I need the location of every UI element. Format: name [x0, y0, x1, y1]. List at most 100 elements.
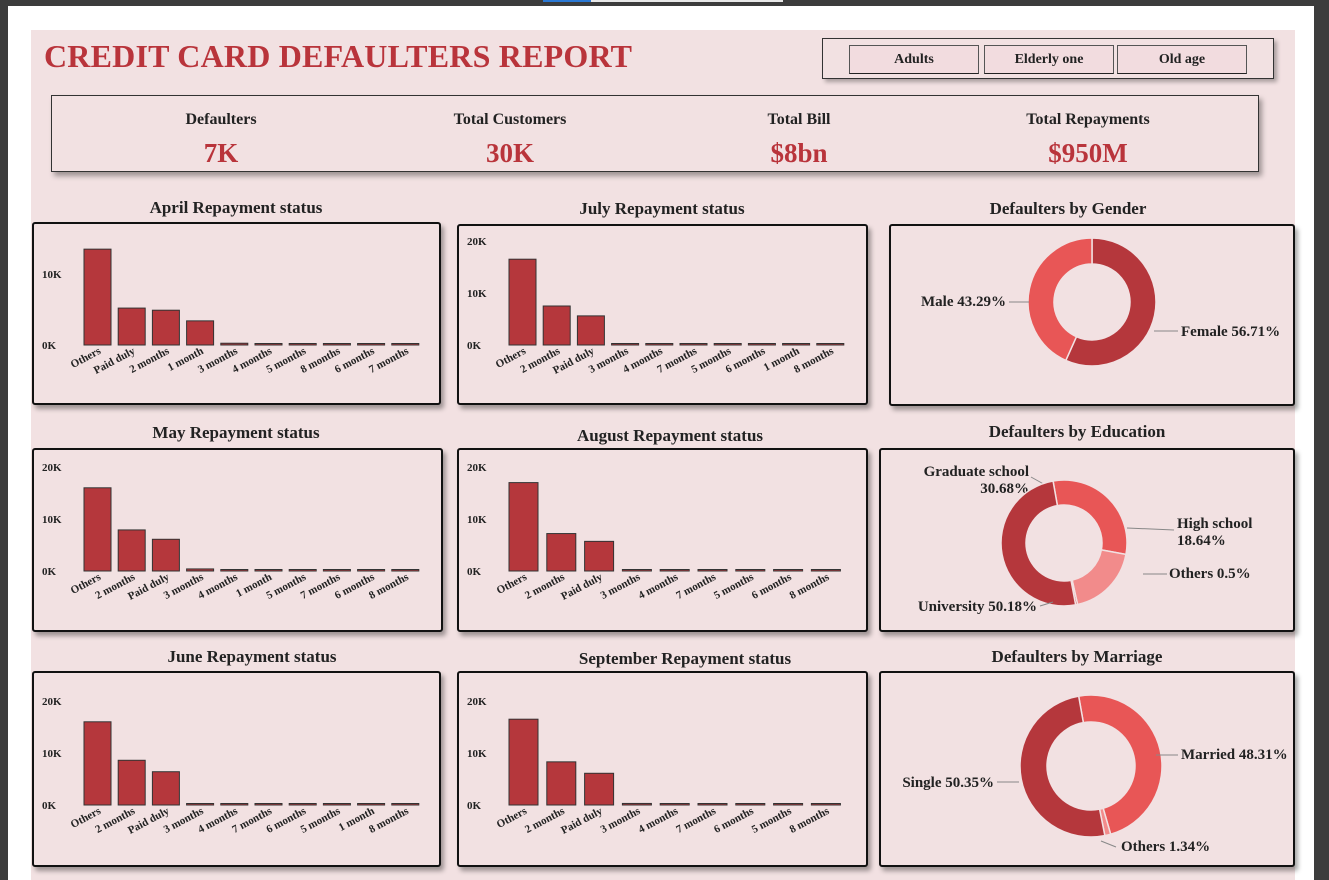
kpi-defaulters-value: 7K: [203, 138, 239, 168]
bar-5-months[interactable]: [322, 803, 351, 806]
bar-3-months[interactable]: [611, 343, 640, 346]
bar-6-months[interactable]: [288, 803, 317, 806]
slice-label: High school 18.64%: [1177, 516, 1252, 549]
bar-8-months[interactable]: [322, 343, 351, 346]
slice-male-43-29[interactable]: [1027, 237, 1093, 362]
bar-5-months[interactable]: [288, 569, 317, 572]
bar-1-month[interactable]: [782, 343, 811, 346]
bar-3-months[interactable]: [186, 803, 215, 806]
bar-4-months[interactable]: [220, 569, 249, 572]
slice-label: Female 56.71%: [1181, 324, 1280, 340]
bar-4-months[interactable]: [220, 803, 249, 806]
bar-5-months[interactable]: [735, 569, 766, 572]
bar-paid-duly[interactable]: [584, 772, 615, 806]
bar-7-months[interactable]: [697, 569, 728, 572]
bar-2-months[interactable]: [117, 759, 146, 806]
bar-paid-duly[interactable]: [576, 315, 605, 346]
education-chart-title: Defaulters by Education: [988, 422, 1166, 441]
bar-8-months[interactable]: [816, 343, 845, 346]
bar-8-months[interactable]: [810, 803, 841, 806]
bar-5-months[interactable]: [288, 343, 317, 346]
bar-3-months[interactable]: [621, 802, 652, 806]
bar-4-months[interactable]: [659, 803, 690, 806]
y-tick-label: 20K: [42, 462, 62, 474]
x-tick-label: 7 months: [367, 345, 411, 376]
slice-label: Others 0.5%: [1169, 566, 1251, 582]
y-tick-label: 0K: [42, 566, 57, 578]
april-repayment-chart: 0K 10K Others Paid duly 2 months 1 month 3 mon…: [32, 222, 441, 405]
bar-4-months[interactable]: [659, 569, 690, 572]
bar-paid-duly[interactable]: [151, 538, 180, 572]
x-tick-label: 2 months: [128, 345, 172, 376]
bar-6-months[interactable]: [773, 569, 804, 572]
may-chart-title: May Repayment status: [152, 423, 320, 442]
bar-4-months[interactable]: [645, 343, 674, 346]
bar-others[interactable]: [508, 258, 537, 346]
bar-3-months[interactable]: [220, 342, 249, 346]
slice-label: University 50.18%: [918, 599, 1037, 615]
may-repayment-chart: 0K 10K 20K Others 2 months Paid duly 3 months 4…: [32, 448, 443, 632]
y-tick-label: 10K: [42, 269, 62, 281]
april-chart-title: April Repayment status: [149, 198, 323, 217]
x-tick-label: 8 months: [788, 805, 832, 836]
bar-6-months[interactable]: [357, 569, 386, 572]
bar-3-months[interactable]: [621, 569, 652, 572]
bar-1-month[interactable]: [254, 569, 283, 572]
bar-others[interactable]: [83, 721, 112, 806]
bar-8-months[interactable]: [391, 569, 420, 572]
bar-6-months[interactable]: [357, 343, 386, 346]
x-tick-label: 8 months: [367, 571, 411, 602]
slice-married-48-31[interactable]: [1077, 694, 1163, 836]
bar-8-months[interactable]: [391, 803, 420, 806]
y-tick-label: 10K: [467, 514, 487, 526]
bar-5-months[interactable]: [773, 803, 804, 806]
bar-2-months[interactable]: [151, 309, 180, 346]
slicer-option-elderly-one[interactable]: Elderly one: [984, 45, 1114, 74]
bar-5-months[interactable]: [713, 343, 742, 346]
education-donut-chart: Graduate school 30.68% High school 18.64% Ot…: [879, 448, 1295, 632]
y-tick-label: 10K: [42, 514, 62, 526]
bar-7-months[interactable]: [254, 803, 283, 806]
bar-6-months[interactable]: [735, 803, 766, 806]
bar-7-months[interactable]: [391, 343, 420, 346]
x-tick-label: 2 months: [523, 571, 567, 602]
slice-university-50-18[interactable]: [1000, 480, 1077, 607]
slice-female-56-71[interactable]: [1064, 237, 1157, 367]
x-tick-label: 6 months: [712, 805, 756, 836]
bar-2-months[interactable]: [542, 305, 571, 346]
july-chart-title: July Repayment status: [579, 199, 745, 218]
bar-paid-duly[interactable]: [151, 771, 180, 806]
bar-paid-duly[interactable]: [584, 540, 615, 572]
slicer-option-old-age[interactable]: Old age: [1117, 45, 1247, 74]
bar-7-months[interactable]: [679, 343, 708, 346]
bar-6-months[interactable]: [747, 343, 776, 346]
x-tick-label: 6 months: [724, 345, 768, 376]
bar-1-month[interactable]: [357, 803, 386, 806]
x-tick-label: 3 months: [599, 571, 643, 602]
bar-7-months[interactable]: [322, 569, 351, 572]
kpi-total-repayments-label: Total Repayments: [1026, 111, 1150, 128]
bar-paid-duly[interactable]: [117, 307, 146, 346]
bar-others[interactable]: [508, 482, 539, 572]
bar-2-months[interactable]: [117, 529, 146, 572]
slice-graduate-school[interactable]: [1052, 479, 1128, 556]
y-tick-label: 0K: [42, 800, 57, 812]
bar-2-months[interactable]: [546, 761, 577, 806]
june-chart-title: June Repayment status: [167, 647, 337, 666]
bar-3-months[interactable]: [186, 568, 215, 572]
slicer-option-adults[interactable]: Adults: [849, 45, 979, 74]
report-title: CREDIT CARD DEFAULTERS REPORT: [44, 38, 633, 74]
bar-7-months[interactable]: [697, 803, 728, 806]
slice-high-school[interactable]: [1071, 549, 1127, 606]
slice-single-50-35[interactable]: [1019, 695, 1106, 838]
bar-2-months[interactable]: [546, 533, 577, 572]
bar-4-months[interactable]: [254, 343, 283, 346]
july-repayment-chart: 0K 10K 20K Others 2 months Paid duly 3 months 4…: [457, 224, 868, 405]
x-tick-label: 7 months: [674, 805, 718, 836]
bar-others[interactable]: [83, 248, 112, 346]
bar-8-months[interactable]: [810, 569, 841, 572]
bar-1-month[interactable]: [186, 320, 215, 346]
bar-others[interactable]: [508, 718, 539, 806]
bar-others[interactable]: [83, 487, 112, 572]
